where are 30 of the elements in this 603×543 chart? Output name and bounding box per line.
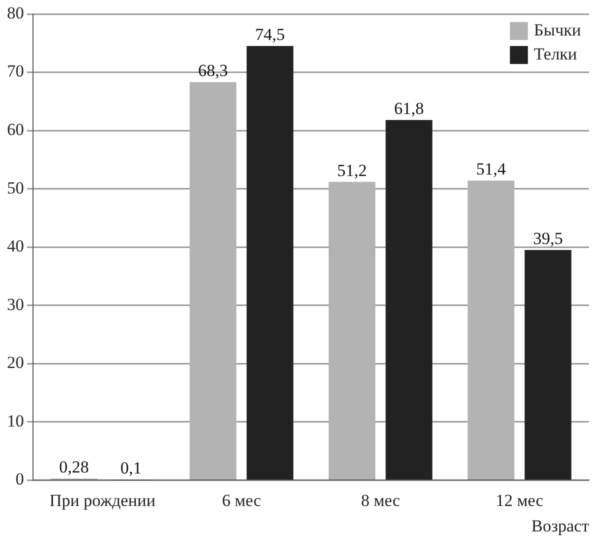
- bar: [524, 250, 572, 480]
- y-tick-label: 40: [7, 236, 24, 256]
- x-axis-title: Возраст: [531, 516, 590, 536]
- bar: [386, 120, 432, 480]
- x-tick-label: 8 мес: [360, 490, 400, 510]
- x-tick-label: 6 мес: [222, 490, 262, 510]
- bar: [246, 46, 294, 480]
- y-tick-label: 10: [7, 411, 24, 430]
- data-label: 51,4: [476, 160, 506, 179]
- data-label: 61,8: [394, 99, 424, 118]
- bar: [468, 180, 514, 480]
- legend-label: Телки: [534, 44, 578, 64]
- y-tick-label: 50: [7, 178, 24, 198]
- x-tick-label: При рождении: [50, 490, 156, 510]
- data-label: 68,3: [198, 61, 228, 80]
- data-label: 39,5: [533, 228, 563, 248]
- data-label: 74,5: [255, 25, 285, 44]
- y-tick-label: 70: [7, 62, 24, 81]
- legend-label: Бычки: [534, 20, 582, 40]
- y-tick-label: 0: [16, 470, 24, 489]
- y-tick-label: 80: [7, 3, 24, 22]
- y-tick-label: 60: [7, 120, 24, 140]
- bar: [190, 82, 236, 480]
- data-label: 0,1: [120, 458, 142, 478]
- bar: [328, 182, 376, 480]
- data-label: 0,28: [59, 458, 89, 477]
- y-tick-label: 30: [7, 294, 24, 314]
- x-tick-label: 12 мес: [496, 490, 544, 510]
- y-tick-label: 20: [7, 353, 24, 372]
- data-label: 51,2: [337, 160, 367, 180]
